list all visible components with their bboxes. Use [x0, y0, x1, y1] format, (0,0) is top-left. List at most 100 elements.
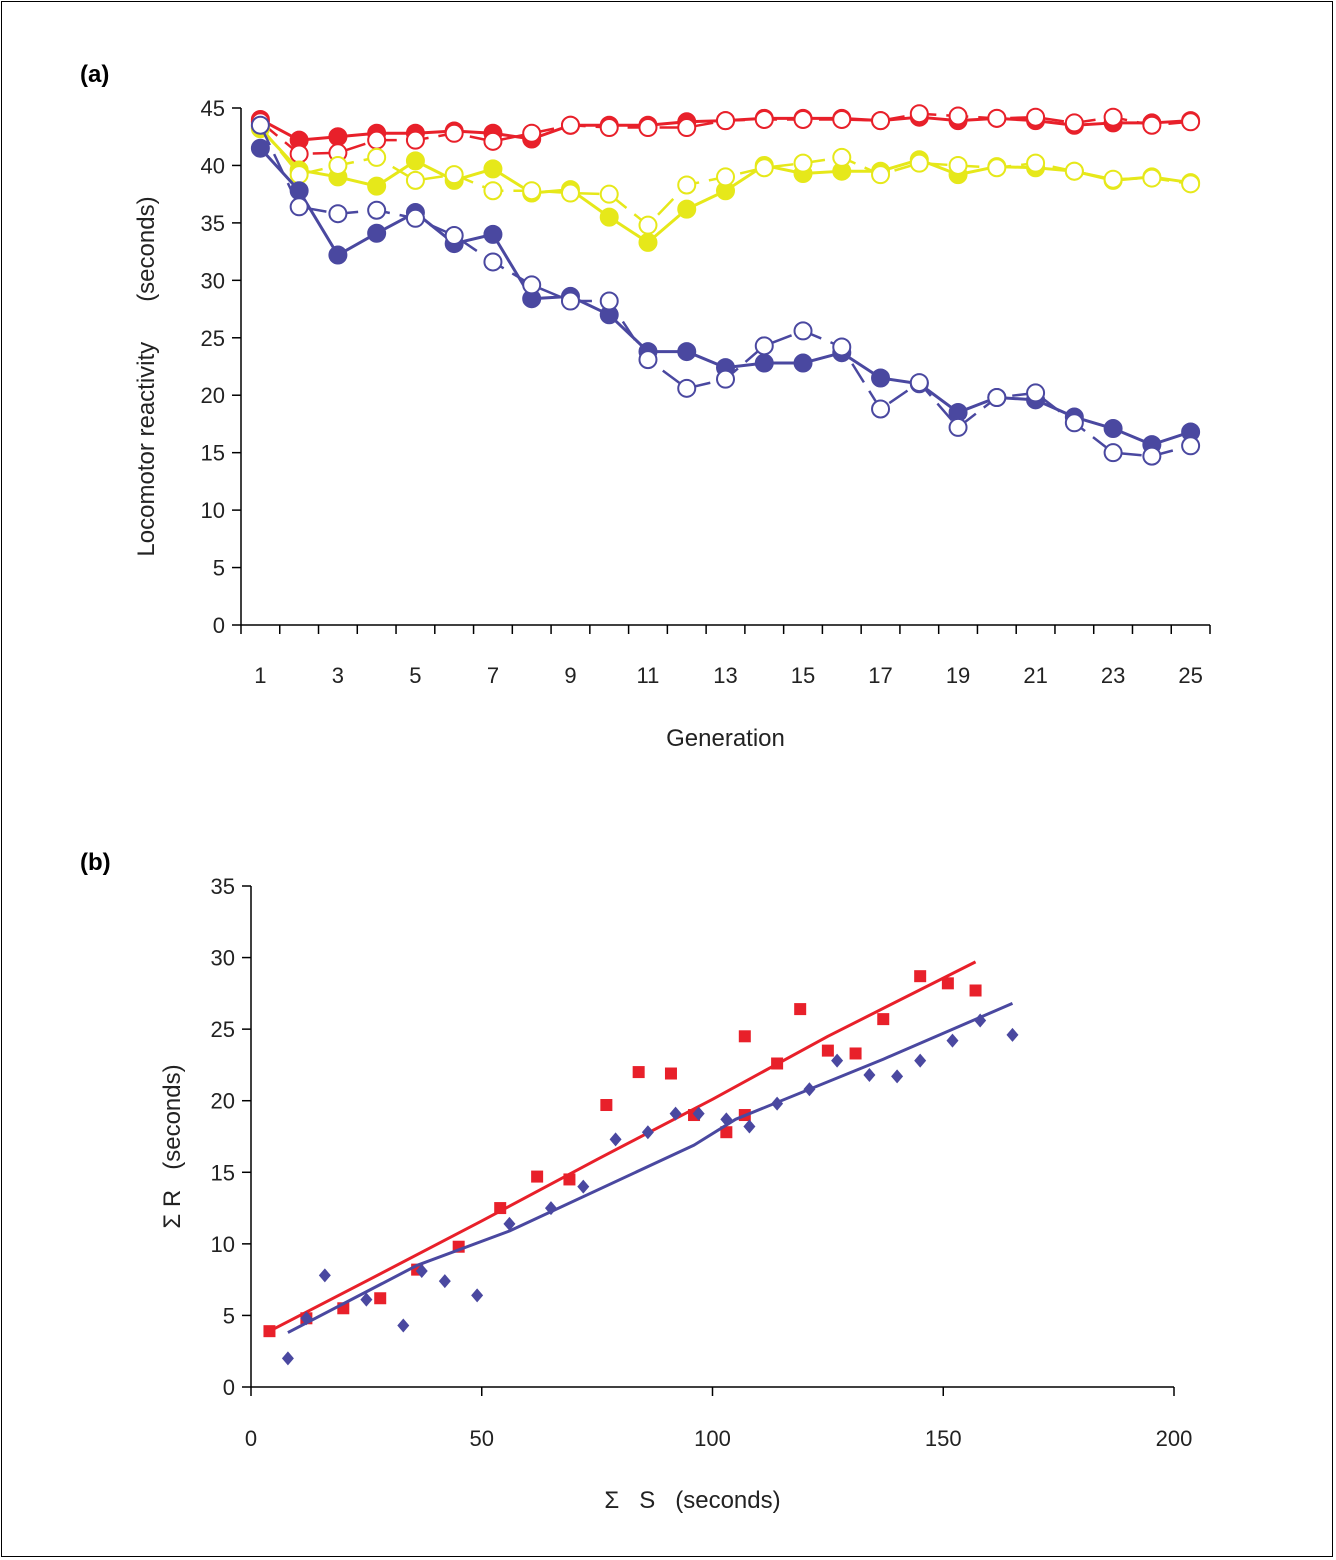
data-point-yellow-filled	[677, 199, 697, 219]
data-point-yellow-filled	[483, 159, 503, 179]
data-point-red-open	[677, 118, 697, 138]
data-point-blue-diamond	[577, 1179, 590, 1194]
data-point-yellow-open	[444, 165, 464, 185]
data-point-yellow-open	[1064, 161, 1084, 181]
data-point-yellow-open	[522, 181, 542, 201]
data-point-red-open	[599, 118, 619, 138]
data-point-blue-open	[754, 336, 774, 356]
data-point-yellow-open	[367, 147, 387, 167]
x-tick-label: 50	[470, 1426, 494, 1451]
data-point-red-open	[638, 118, 658, 138]
data-point-blue-open	[677, 378, 697, 398]
data-point-blue-diamond	[946, 1033, 959, 1048]
data-point-blue-diamond	[1006, 1027, 1019, 1042]
data-point-yellow-filled	[599, 207, 619, 227]
data-point-red-open	[483, 131, 503, 151]
x-tick-label: 3	[332, 663, 344, 688]
y-tick-label: 5	[213, 556, 225, 581]
x-tick-label: 1	[254, 663, 266, 688]
data-point-red-open	[444, 123, 464, 143]
data-point-red-open	[1181, 112, 1201, 132]
x-tick-label: 11	[637, 663, 660, 688]
data-point-blue-filled	[793, 353, 813, 373]
fit-line-blue	[287, 1002, 1014, 1334]
x-axis-title: Generation	[666, 725, 785, 752]
data-point-red-open	[793, 109, 813, 129]
data-point-red-open	[367, 130, 387, 150]
data-point-yellow-open	[405, 170, 425, 190]
y-axis-title: Σ R (seconds)	[159, 1064, 186, 1228]
data-point-red-square	[600, 1099, 613, 1112]
data-point-red-open	[1026, 107, 1046, 127]
data-point-yellow-open	[716, 167, 735, 187]
data-point-blue-diamond	[863, 1067, 876, 1082]
x-tick-label: 23	[1101, 663, 1125, 688]
data-point-blue-diamond	[831, 1053, 844, 1068]
data-point-blue-filled	[871, 368, 891, 388]
data-point-blue-open	[832, 337, 852, 357]
x-axis-title: Σ S (seconds)	[604, 1487, 780, 1514]
data-point-blue-diamond	[544, 1201, 557, 1216]
data-point-blue-diamond	[397, 1318, 410, 1333]
data-point-blue-open	[638, 350, 658, 370]
data-point-yellow-open	[289, 165, 309, 185]
data-point-red-open	[289, 144, 309, 164]
data-point-yellow-open	[1026, 153, 1046, 173]
data-point-yellow-open	[871, 165, 891, 185]
data-point-blue-open	[289, 197, 309, 217]
data-point-red-open	[909, 104, 929, 124]
x-tick-label: 9	[564, 663, 576, 688]
data-point-red-square	[914, 970, 927, 983]
data-point-blue-open	[405, 208, 425, 228]
data-point-blue-open	[1064, 413, 1084, 433]
x-tick-label: 0	[245, 1426, 257, 1451]
data-point-blue-diamond	[415, 1264, 428, 1279]
data-point-yellow-open	[1142, 168, 1162, 188]
data-point-yellow-open	[909, 153, 929, 173]
y-tick-label: 5	[223, 1303, 235, 1328]
data-point-blue-open	[522, 275, 542, 295]
data-point-blue-diamond	[743, 1119, 756, 1134]
data-point-red-open	[871, 111, 891, 131]
x-tick-label: 21	[1023, 663, 1047, 688]
data-point-red-square	[374, 1292, 387, 1305]
panel-label-a: (a)	[80, 61, 109, 88]
data-point-blue-diamond	[503, 1216, 516, 1231]
y-tick-label: 45	[201, 96, 225, 121]
data-point-blue-diamond	[641, 1125, 654, 1140]
data-point-blue-open	[1103, 443, 1123, 463]
y-axis-title: Locomotor reactivity (seconds)	[133, 196, 160, 556]
data-point-red-open	[405, 130, 425, 150]
data-point-blue-open	[250, 115, 270, 135]
data-point-blue-filled	[754, 353, 774, 373]
data-point-blue-open	[987, 388, 1007, 408]
y-tick-label: 20	[201, 383, 225, 408]
data-point-blue-diamond	[281, 1351, 294, 1366]
data-point-blue-diamond	[974, 1013, 987, 1028]
data-point-blue-diamond	[771, 1096, 784, 1111]
fit-line-red	[268, 960, 977, 1333]
data-point-red-square	[738, 1030, 751, 1043]
data-point-yellow-filled	[638, 232, 658, 252]
data-point-red-square	[941, 977, 954, 990]
data-point-red-square	[821, 1044, 834, 1057]
data-point-blue-filled	[250, 138, 270, 158]
x-tick-label: 200	[1156, 1426, 1193, 1451]
data-point-red-open	[1142, 115, 1162, 135]
data-point-red-open	[1103, 107, 1123, 127]
data-point-blue-diamond	[692, 1106, 705, 1121]
data-point-blue-diamond	[914, 1053, 927, 1068]
data-point-red-open	[948, 106, 968, 126]
data-point-red-open	[832, 109, 852, 129]
data-point-blue-open	[1181, 436, 1201, 456]
data-point-yellow-open	[832, 147, 852, 167]
x-tick-label: 150	[925, 1426, 962, 1451]
data-point-blue-open	[444, 226, 464, 246]
y-tick-label: 15	[201, 441, 225, 466]
data-point-red-open	[522, 123, 542, 143]
data-point-red-square	[531, 1170, 544, 1183]
y-tick-label: 40	[201, 153, 225, 178]
data-point-red-square	[263, 1325, 276, 1338]
data-point-yellow-open	[677, 175, 697, 195]
